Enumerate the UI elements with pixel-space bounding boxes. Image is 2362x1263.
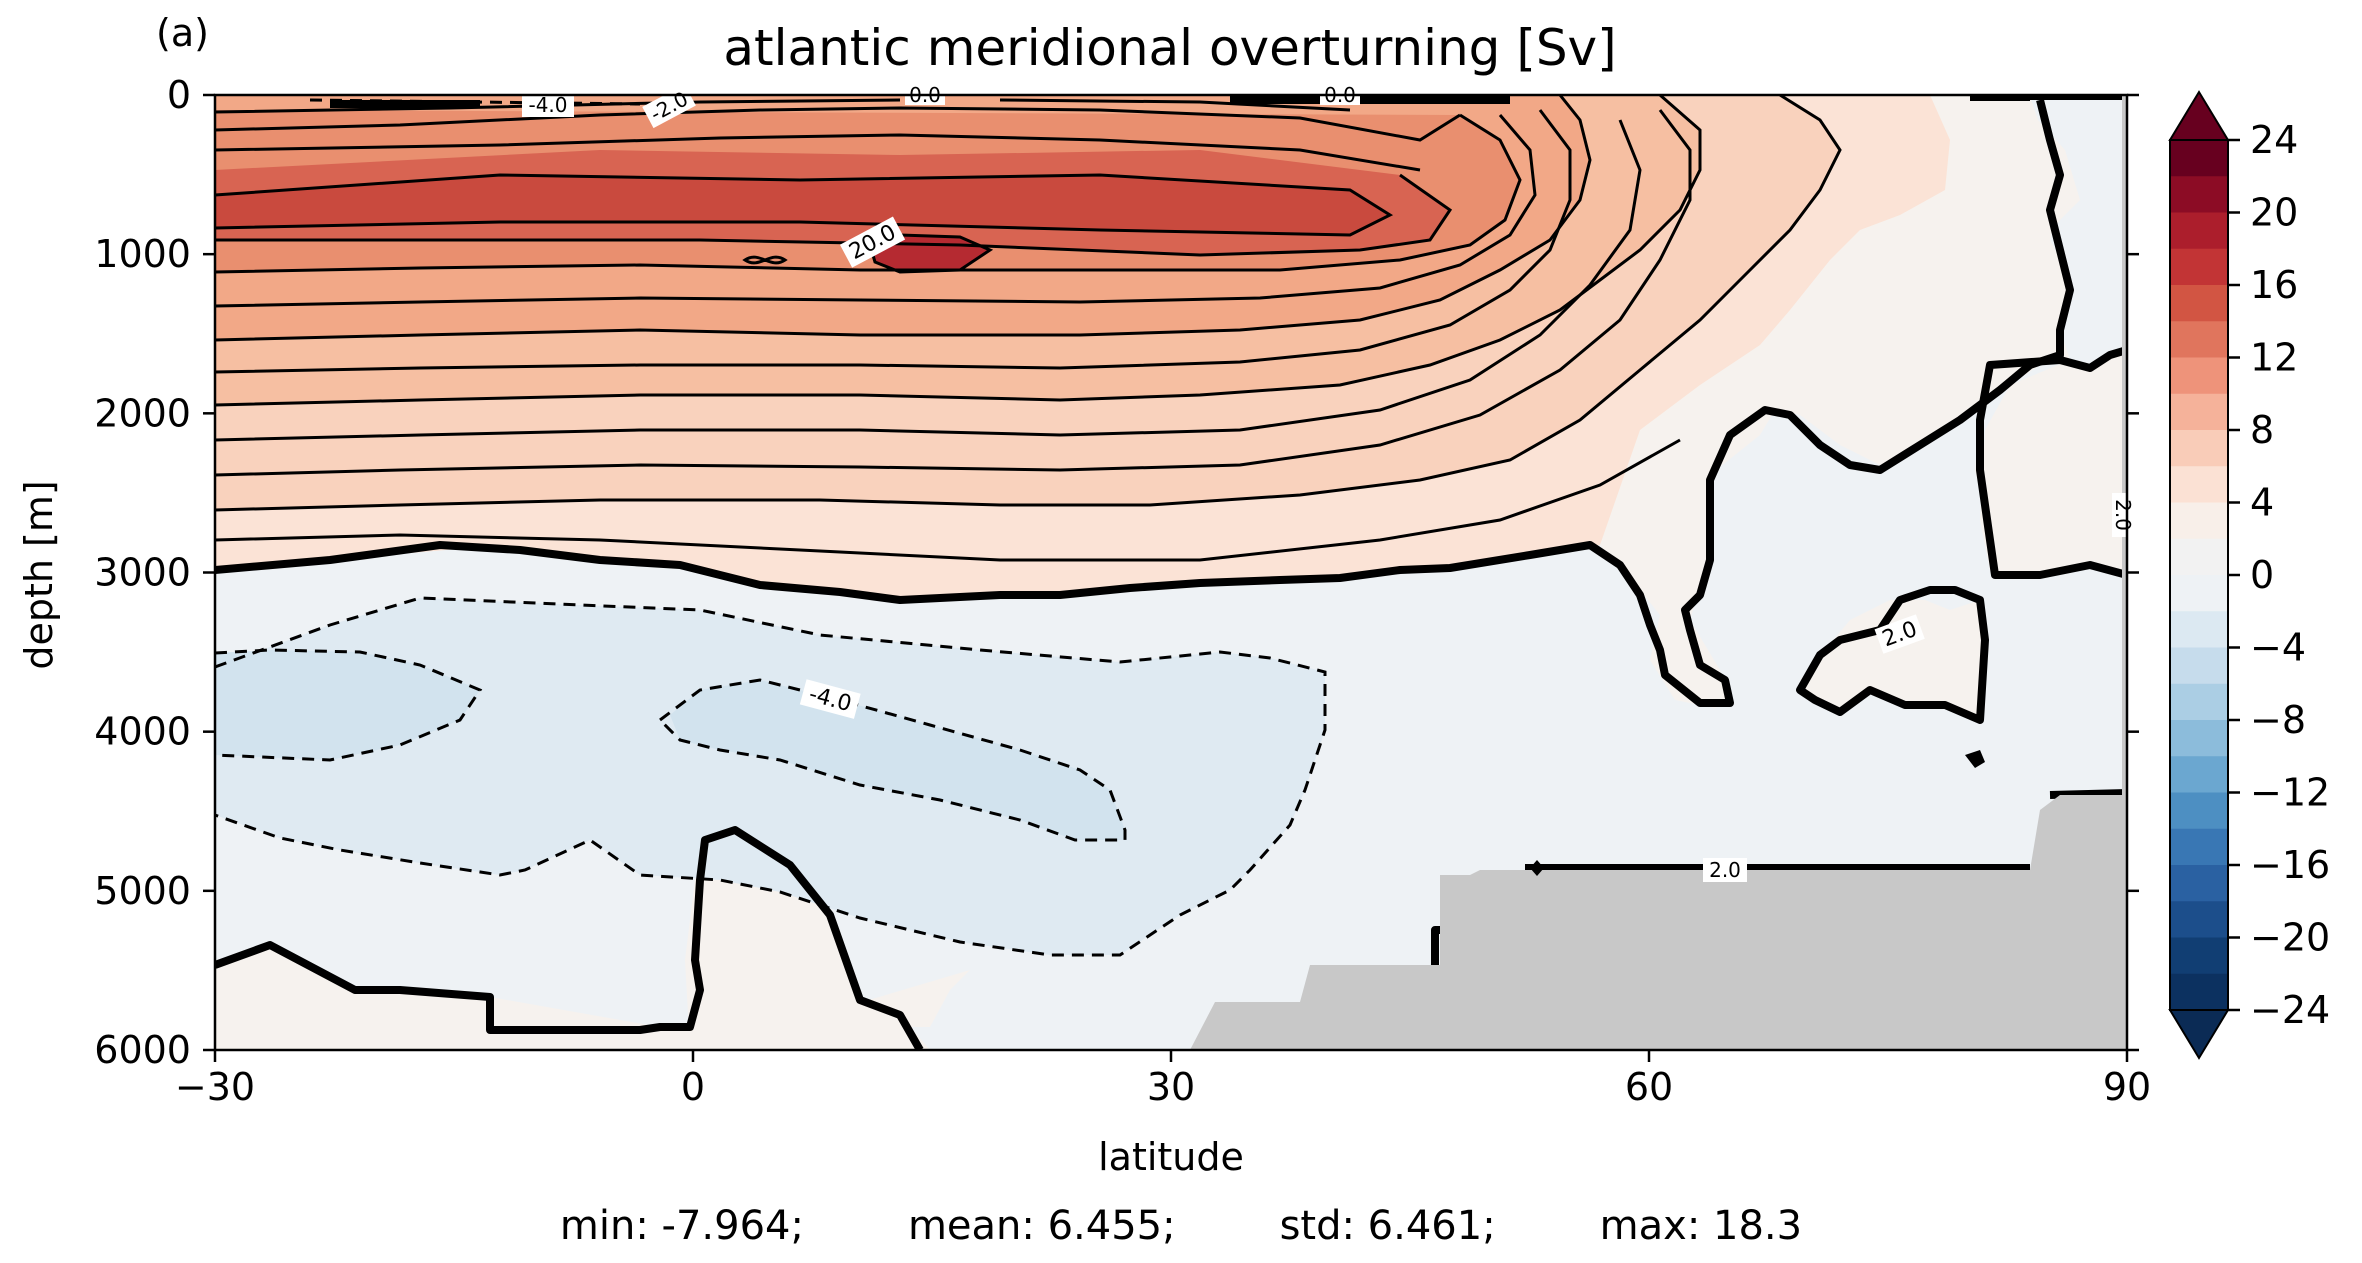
stat-mean: mean: 6.455;: [907, 1203, 1176, 1249]
colorbar-segment: [2170, 973, 2228, 1011]
colorbar-segment: [2170, 901, 2228, 939]
contour-label: 2.0: [1703, 858, 1747, 882]
contour-lines-zero: [215, 95, 2127, 1050]
contour-label-text: 2.0: [1709, 858, 1741, 882]
x-tick-label: 0: [681, 1065, 705, 1109]
colorbar-tick-label: 0: [2250, 553, 2274, 597]
colorbar-segment: [2170, 937, 2228, 975]
colorbar-tick-label: 24: [2250, 118, 2298, 162]
colorbar-tick-label: 8: [2250, 408, 2274, 452]
positive-pocket-north: [1965, 97, 2127, 575]
cell-level-18: [215, 175, 1390, 235]
stat-min: min: -7.964;: [559, 1203, 804, 1249]
colorbar-segment: [2170, 756, 2228, 794]
colorbar-segment: [2170, 357, 2228, 395]
contour-label-text: -4.0: [528, 93, 567, 117]
colorbar-tick-label: −24: [2250, 988, 2330, 1032]
colorbar-extend-bottom: [2168, 1009, 2230, 1060]
x-tick-label: 30: [1147, 1065, 1195, 1109]
colorbar-segment: [2170, 720, 2228, 757]
colorbar-segment: [2170, 430, 2228, 467]
colorbar-segment: [2170, 466, 2228, 504]
x-tick-label: −30: [175, 1065, 255, 1109]
colorbar-tick-label: −16: [2250, 843, 2330, 887]
contour-label: -4.0: [522, 93, 574, 117]
colorbar-tick-label: −4: [2250, 626, 2306, 670]
y-tick-label: 1000: [94, 232, 191, 276]
chart-title: atlantic meridional overturning [Sv]: [723, 19, 1616, 77]
y-axis-label: depth [m]: [17, 480, 61, 669]
y-tick-label: 2000: [94, 391, 191, 435]
colorbar: 24 20 16 12 8 4 0 −4 −8 −12 −16 −20 −24: [2168, 90, 2330, 1060]
abyssal-cell-core-2: [670, 680, 1125, 840]
colorbar-segment: [2170, 611, 2228, 649]
colorbar-segment: [2170, 321, 2228, 359]
island-blob: [1965, 750, 1985, 768]
colorbar-segment: [2170, 285, 2228, 322]
colorbar-segment: [2170, 538, 2228, 576]
abyssal-cell-core: [215, 650, 480, 760]
y-tick-label: 5000: [94, 869, 191, 913]
y-tick-label: 4000: [94, 710, 191, 754]
colorbar-segment: [2170, 212, 2228, 250]
x-axis-label: latitude: [1098, 1135, 1244, 1179]
colorbar-extend-top: [2168, 90, 2230, 141]
colorbar-tick-label: −8: [2250, 698, 2306, 742]
colorbar-tick-label: 4: [2250, 481, 2274, 525]
colorbar-tick-label: 12: [2250, 336, 2298, 380]
colorbar-segment: [2170, 502, 2228, 540]
colorbar-segment: [2170, 176, 2228, 214]
colorbar-tick-label: 16: [2250, 263, 2298, 307]
colorbar-segment: [2170, 647, 2228, 685]
positive-pocket-lower-left: [215, 945, 970, 1050]
contour-label-text: 2.0: [2111, 499, 2135, 531]
colorbar-segment: [2170, 792, 2228, 830]
x-tick-label: 90: [2103, 1065, 2151, 1109]
colorbar-tick-label: 20: [2250, 191, 2298, 235]
colorbar-tick-label: −12: [2250, 771, 2330, 815]
y-tick-label: 6000: [94, 1028, 191, 1072]
land-mask-east-edge: [2122, 95, 2127, 1050]
colorbar-segment: [2170, 393, 2228, 431]
panel-label: (a): [156, 11, 209, 55]
summary-stats: min: -7.964; mean: 6.455; std: 6.461; ma…: [0, 1203, 2362, 1253]
positive-pocket-east: [1800, 600, 1985, 720]
colorbar-segment: [2170, 865, 2228, 902]
abyssal-cell-outer: [215, 598, 1325, 955]
stat-std: std: 6.461;: [1279, 1203, 1496, 1249]
land-mask: [1190, 795, 2127, 1050]
axes-ticks: −30 0 30 60 90 0 1000 2000 3000 4000 5000 6000: [94, 73, 2151, 1109]
colorbar-segment: [2170, 828, 2228, 866]
x-tick-label: 60: [1625, 1065, 1673, 1109]
y-tick-label: 3000: [94, 551, 191, 595]
y-tick-label: 0: [167, 73, 191, 117]
colorbar-segment: [2170, 248, 2228, 286]
colorbar-tick-label: −20: [2250, 916, 2330, 960]
plot-area: [215, 95, 2127, 1050]
colorbar-segment: [2170, 140, 2228, 177]
contour-lines-positive: [215, 95, 1842, 562]
stat-max: max: 18.3: [1599, 1203, 1803, 1249]
colorbar-segment: [2170, 683, 2228, 721]
island-blob-2: [1530, 860, 1544, 876]
contour-label: 2.0: [2111, 493, 2135, 537]
colorbar-segment: [2170, 575, 2228, 612]
